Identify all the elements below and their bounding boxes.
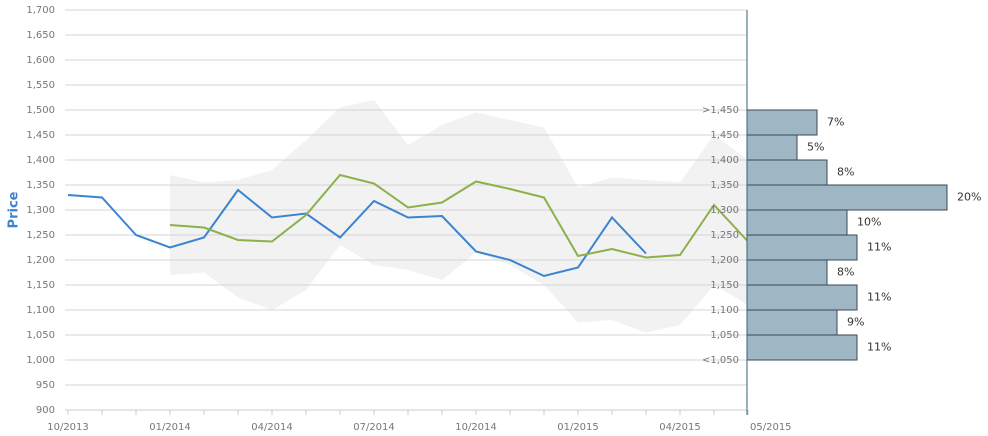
histogram-bar bbox=[746, 159, 828, 186]
bin-label: 1,450 bbox=[710, 130, 739, 141]
y-tick-label: 1,650 bbox=[26, 30, 55, 41]
bin-label: 1,100 bbox=[710, 305, 739, 316]
x-tick-label: 10/2014 bbox=[455, 422, 497, 433]
y-tick-label: 1,100 bbox=[26, 305, 55, 316]
bar-value-label: 8% bbox=[837, 266, 854, 279]
bin-label: 1,050 bbox=[710, 330, 739, 341]
y-tick-label: 900 bbox=[36, 405, 55, 416]
histogram-bar bbox=[746, 109, 818, 136]
x-tick-label: 10/2013 bbox=[47, 422, 89, 433]
bar-value-label: 7% bbox=[827, 116, 844, 129]
y-tick-label: 950 bbox=[36, 380, 55, 391]
y-tick-label: 1,150 bbox=[26, 280, 55, 291]
histogram-bar bbox=[746, 184, 948, 211]
x-tick-label: 01/2014 bbox=[149, 422, 191, 433]
series-line bbox=[67, 188, 647, 278]
bin-label: 1,300 bbox=[710, 205, 739, 216]
x-tick-label: 05/2015 bbox=[750, 422, 792, 433]
bin-label: 1,150 bbox=[710, 280, 739, 291]
y-axis-label: Price bbox=[7, 191, 22, 228]
y-tick-label: 1,550 bbox=[26, 80, 55, 91]
bar-value-label: 11% bbox=[867, 291, 891, 304]
x-tick-label: 04/2015 bbox=[659, 422, 701, 433]
y-tick-label: 1,400 bbox=[26, 155, 55, 166]
x-tick-label: 01/2015 bbox=[557, 422, 599, 433]
y-tick-label: 1,350 bbox=[26, 180, 55, 191]
bin-label: 1,350 bbox=[710, 180, 739, 191]
bar-value-label: 10% bbox=[857, 216, 881, 229]
bin-label: 1,250 bbox=[710, 230, 739, 241]
bin-label: >1,450 bbox=[702, 105, 739, 116]
x-tick-label: 04/2014 bbox=[251, 422, 293, 433]
bin-label: 1,400 bbox=[710, 155, 739, 166]
bar-value-label: 9% bbox=[847, 316, 864, 329]
bar-value-label: 11% bbox=[867, 341, 891, 354]
series-line bbox=[169, 173, 749, 259]
histogram-bar bbox=[746, 309, 838, 336]
histogram-bar bbox=[746, 284, 858, 311]
bar-value-label: 11% bbox=[867, 241, 891, 254]
y-tick-label: 1,250 bbox=[26, 230, 55, 241]
y-tick-label: 1,500 bbox=[26, 105, 55, 116]
bin-label: <1,050 bbox=[702, 355, 739, 366]
histogram-bar bbox=[746, 134, 798, 161]
y-tick-label: 1,000 bbox=[26, 355, 55, 366]
histogram-bar bbox=[746, 209, 848, 236]
y-tick-label: 1,450 bbox=[26, 130, 55, 141]
bar-value-label: 5% bbox=[807, 141, 824, 154]
bar-value-label: 8% bbox=[837, 166, 854, 179]
y-tick-label: 1,700 bbox=[26, 5, 55, 16]
y-tick-label: 1,200 bbox=[26, 255, 55, 266]
y-tick-label: 1,300 bbox=[26, 205, 55, 216]
x-tick-label: 07/2014 bbox=[353, 422, 395, 433]
histogram-bar bbox=[746, 234, 858, 261]
y-tick-label: 1,050 bbox=[26, 330, 55, 341]
bar-value-label: 20% bbox=[957, 191, 981, 204]
histogram-bar bbox=[746, 259, 828, 286]
histogram-bar bbox=[746, 334, 858, 361]
y-tick-label: 1,600 bbox=[26, 55, 55, 66]
range-band bbox=[170, 100, 748, 333]
bin-label: 1,200 bbox=[710, 255, 739, 266]
